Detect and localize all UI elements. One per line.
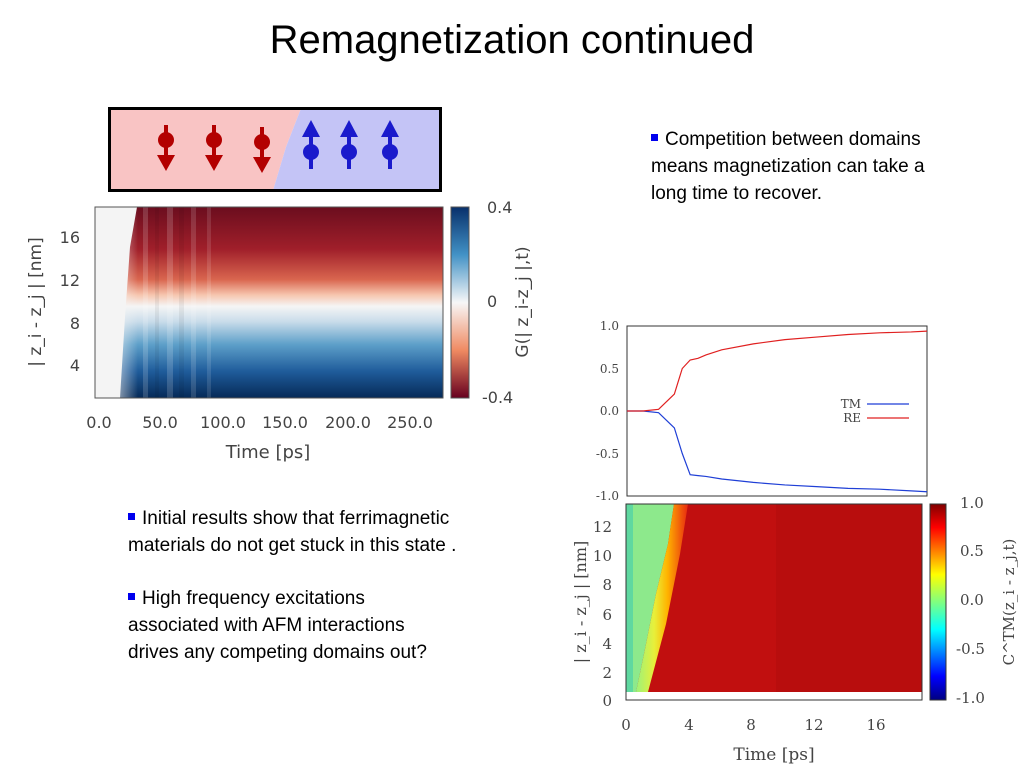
spin-down-arrow bbox=[205, 125, 223, 171]
bullet-item: Initial results show that ferrimagnetic … bbox=[128, 508, 457, 556]
spin-down-arrow bbox=[157, 125, 175, 171]
correlation-heatmap-g: 16 12 8 4 0.0 50.0 100.0 150.0 200.0 250… bbox=[26, 198, 533, 463]
magnetization-line-plot: 1.0 0.5 0.0 -0.5 -1.0 TM RE bbox=[596, 319, 928, 503]
y-tick-label: 10 bbox=[593, 547, 612, 565]
y-axis-label: | z_i - z_j | [nm] bbox=[571, 541, 590, 664]
x-tick-label: 4 bbox=[684, 716, 694, 734]
y-tick-label: -0.5 bbox=[596, 447, 619, 461]
y-tick-label: 8 bbox=[70, 314, 80, 333]
spin-up-arrow bbox=[340, 120, 358, 169]
spin-up-arrow bbox=[302, 120, 320, 169]
oscillation-streak bbox=[143, 207, 148, 398]
colorbar-tick-label: 0.4 bbox=[487, 198, 512, 217]
y-tick-label: -1.0 bbox=[596, 489, 619, 503]
correlation-heatmap-ctm: 12 10 8 6 4 2 0 0 4 8 12 16 Time [ps] | … bbox=[571, 496, 1018, 765]
x-tick-label: 100.0 bbox=[200, 413, 246, 432]
y-tick-label: 12 bbox=[60, 271, 80, 290]
colorbar bbox=[450, 206, 470, 399]
oscillation-streak bbox=[155, 207, 159, 398]
series-line-re bbox=[627, 330, 928, 412]
x-axis-label: Time [ps] bbox=[225, 442, 311, 463]
bullet-list-left: Initial results show that ferrimagnetic … bbox=[128, 505, 458, 692]
bullet-square-icon bbox=[128, 593, 135, 600]
y-tick-label: 12 bbox=[593, 518, 612, 536]
x-tick-label: 150.0 bbox=[262, 413, 308, 432]
colorbar-tick-label: 0.0 bbox=[960, 591, 984, 609]
colorbar-tick-label: -0.5 bbox=[956, 640, 985, 658]
y-tick-label: 0 bbox=[602, 692, 612, 710]
bullet-square-icon bbox=[651, 134, 658, 141]
spin-down-domain bbox=[109, 108, 301, 191]
y-tick-label: 16 bbox=[60, 228, 80, 247]
spin-up-arrow bbox=[381, 120, 399, 169]
y-tick-label: 4 bbox=[602, 635, 612, 653]
y-axis-label: | z_i - z_j | [nm] bbox=[26, 237, 46, 367]
front-region-green bbox=[626, 504, 674, 692]
oscillation-streak bbox=[167, 207, 173, 398]
plot-frame bbox=[626, 325, 928, 497]
colorbar-tick-label: 1.0 bbox=[960, 496, 984, 512]
x-tick-label: 200.0 bbox=[325, 413, 371, 432]
colorbar-tick-label: -0.4 bbox=[482, 388, 513, 407]
colorbar bbox=[929, 503, 947, 701]
y-tick-label: 2 bbox=[602, 664, 612, 682]
bullet-square-icon bbox=[128, 513, 135, 520]
oscillation-streak bbox=[207, 207, 211, 398]
y-tick-label: 1.0 bbox=[600, 319, 619, 333]
x-tick-label: 50.0 bbox=[142, 413, 178, 432]
legend-label-tm: TM bbox=[841, 397, 861, 411]
slide-title: Remagnetization continued bbox=[269, 18, 755, 62]
series-line-tm bbox=[627, 410, 928, 493]
x-tick-label: 12 bbox=[804, 716, 823, 734]
colorbar-label: C^TM(z_i - z_j,t) bbox=[1000, 539, 1018, 666]
x-tick-label: 0 bbox=[621, 716, 631, 734]
y-tick-label: 6 bbox=[602, 606, 612, 624]
colorbar-tick-label: 0 bbox=[487, 292, 497, 311]
colorbar-label: G(| z_i-z_j |,t) bbox=[513, 246, 533, 357]
bullet-list-right: Competition between domains means magnet… bbox=[651, 126, 931, 233]
x-tick-label: 0.0 bbox=[86, 413, 111, 432]
x-tick-label: 8 bbox=[746, 716, 756, 734]
colorbar-tick-label: 0.5 bbox=[960, 542, 984, 560]
bullet-item: High frequency excitations associated wi… bbox=[128, 588, 427, 663]
colorbar-tick-label: -1.0 bbox=[956, 689, 985, 707]
x-axis-label: Time [ps] bbox=[733, 745, 814, 765]
oscillation-streak bbox=[179, 207, 184, 398]
y-tick-label: 0.5 bbox=[600, 362, 619, 376]
y-tick-label: 0.0 bbox=[600, 404, 619, 418]
domain-wall-schematic bbox=[108, 107, 442, 192]
x-tick-label: 250.0 bbox=[387, 413, 433, 432]
x-tick-label: 16 bbox=[866, 716, 885, 734]
y-tick-label: 4 bbox=[70, 356, 80, 375]
spin-down-arrow bbox=[253, 127, 271, 173]
legend-label-re: RE bbox=[843, 411, 861, 425]
y-tick-label: 8 bbox=[602, 576, 612, 594]
front-region-gradient bbox=[636, 504, 688, 692]
oscillation-streak bbox=[191, 207, 196, 398]
spin-up-domain bbox=[273, 108, 441, 191]
bullet-item: Competition between domains means magnet… bbox=[651, 129, 925, 204]
